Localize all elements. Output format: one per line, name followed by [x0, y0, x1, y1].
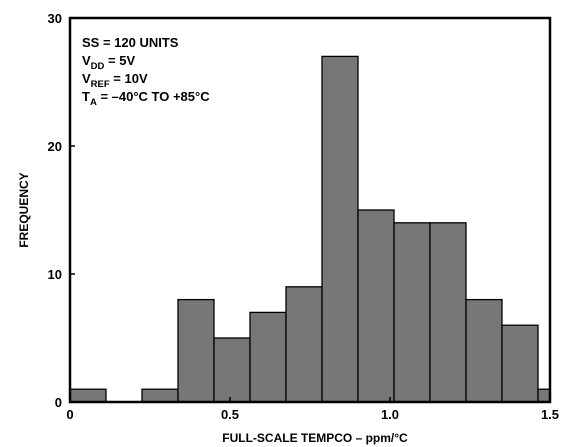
histogram-bar: [465, 298, 503, 403]
y-axis-label: FREQUENCY: [17, 172, 31, 247]
plot-area-frame: [68, 16, 552, 404]
histogram-bar: [357, 209, 395, 403]
y-tick-label: 0: [55, 395, 62, 410]
y-tick-label: 20: [48, 139, 62, 154]
histogram-bar: [429, 222, 467, 403]
y-tick-label: 10: [48, 267, 62, 282]
annotation-line: TA = –40°C TO +85°C: [82, 89, 210, 108]
histogram-bar: [285, 286, 323, 403]
annotation-line: VDD = 5V: [82, 53, 135, 72]
histogram-bar: [69, 388, 107, 403]
histogram-bar: [321, 55, 359, 403]
axis-ticks: [69, 17, 551, 403]
x-tick-label: 1.5: [541, 407, 559, 422]
x-tick-label: 1.0: [381, 407, 399, 422]
x-tick-label: 0: [66, 407, 73, 422]
histogram-bar: [501, 324, 539, 403]
histogram-bar: [141, 388, 179, 403]
histogram-bar: [537, 388, 551, 403]
bars: [69, 55, 551, 403]
histogram-bar: [249, 311, 287, 403]
histogram-bar: [177, 298, 215, 403]
annotation-line: SS = 120 UNITS: [82, 35, 179, 50]
x-tick-label: 0.5: [221, 407, 239, 422]
x-axis-label: FULL-SCALE TEMPCO – ppm/°C: [222, 431, 408, 445]
tick-labels: 0 0.5 1.0 1.5 0 10 20 30: [48, 11, 560, 422]
histogram-bar: [213, 337, 251, 403]
annotation-line: VREF = 10V: [82, 71, 148, 90]
histogram-bar: [393, 222, 431, 403]
y-tick-label: 30: [48, 11, 62, 26]
